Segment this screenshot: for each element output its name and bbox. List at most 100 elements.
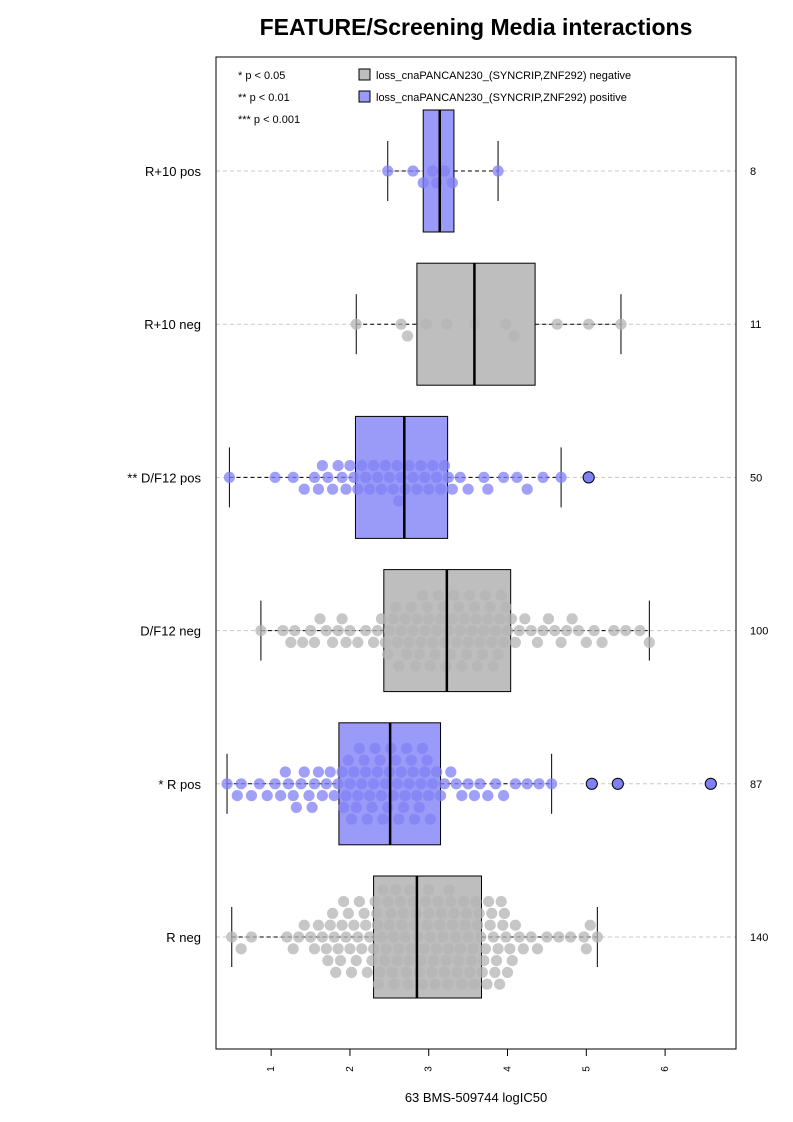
data-point [441,318,453,330]
data-point [438,460,451,472]
data-point [438,966,451,979]
n-count-labels: 8 11 50 100 87 140 [750,166,768,944]
data-point [470,613,482,625]
data-point [324,766,336,778]
data-point [379,636,391,649]
data-point [399,790,411,802]
data-point [591,931,603,943]
data-point [583,318,595,330]
data-point [454,471,466,483]
data-point [457,896,469,908]
data-point [308,636,321,649]
data-point [442,978,454,990]
data-point [287,790,299,802]
group-label: R+10 pos [145,164,202,179]
data-point [393,495,405,507]
data-point [403,778,415,790]
data-point [450,636,462,649]
legend-swatch [358,90,371,103]
data-point [456,790,468,802]
data-point [304,625,317,637]
data-point [382,165,394,177]
data-point [473,907,485,920]
data-point [424,660,436,672]
data-point [464,589,476,601]
data-point [391,778,403,790]
data-point [497,790,510,802]
data-point [521,483,533,495]
data-point [297,636,309,649]
data-point [356,943,368,955]
data-point [456,978,468,990]
data-point [336,613,348,625]
data-point [415,778,427,790]
data-point [495,589,507,601]
data-point [537,471,549,483]
data-point [440,955,452,967]
data-point [416,589,429,601]
data-point [482,483,494,495]
data-point [364,483,376,495]
data-point [486,636,498,649]
data-point [281,931,293,943]
data-point [423,884,435,896]
data-point [334,955,347,967]
data-point [468,978,481,990]
data-point [442,943,455,955]
data-point [497,471,510,483]
data-point [379,778,391,790]
data-point [429,978,441,990]
data-point [517,943,529,955]
data-point [382,801,394,814]
data-point [327,907,339,920]
data-point [382,648,394,660]
data-point [465,955,477,967]
data-point [482,790,494,802]
data-point [338,896,350,908]
data-point [336,471,348,483]
data-point [500,601,512,613]
data-point [316,931,328,943]
data-point [255,625,267,637]
data-point [434,790,447,802]
group-label: ** D/F12 pos [127,470,201,485]
data-point [466,625,478,637]
data-point [379,460,391,472]
data-point [423,483,435,495]
data-point [420,318,432,330]
data-point [380,943,392,955]
data-point [476,966,488,979]
data-point [348,766,360,778]
data-point [446,919,458,931]
legend-entry: loss_cnaPANCAN230_(SYNCRIP,ZNF292) posit… [376,92,627,104]
data-point [434,919,446,931]
data-point [391,636,403,649]
data-point [394,896,406,908]
data-point [293,931,305,943]
data-point [492,943,504,955]
data-point [350,801,362,814]
data-point [332,625,344,637]
data-point [479,589,492,601]
data-point [275,790,287,802]
data-point [308,943,321,955]
data-point [397,801,410,814]
data-point [421,601,433,613]
data-point [390,754,402,766]
data-point [327,483,339,495]
data-point [387,483,399,495]
data-point [342,907,354,920]
data-point [608,625,620,637]
data-point [387,931,399,943]
data-point [423,907,435,920]
data-point [509,636,521,649]
data-point [489,966,501,979]
data-point [454,625,466,637]
data-point [367,943,380,955]
group-label: * R pos [158,777,201,792]
data-point [506,955,518,967]
data-point [482,613,494,625]
data-point [521,778,533,790]
data-point [449,931,462,943]
data-point [377,884,389,896]
